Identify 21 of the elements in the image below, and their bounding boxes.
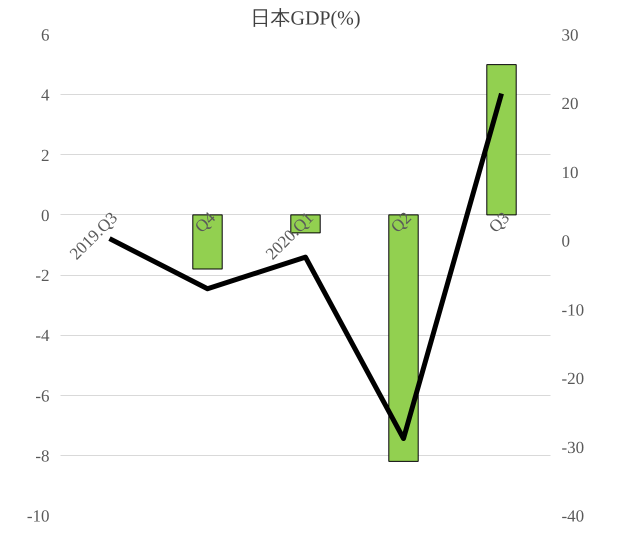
x-tick-label: Q2 — [386, 208, 416, 236]
y2-tick-label: 20 — [562, 94, 578, 114]
y-tick-label: -4 — [35, 326, 50, 346]
x-tick-label: Q4 — [190, 208, 220, 236]
y-tick-label: 0 — [41, 206, 50, 225]
y2-tick-label: 30 — [562, 26, 578, 44]
y2-tick-label: -30 — [562, 438, 584, 457]
y-tick-label: -2 — [35, 266, 50, 285]
y-tick-label: 4 — [41, 86, 50, 105]
y-tick-label: 2 — [41, 146, 50, 165]
y2-tick-label: -10 — [562, 300, 584, 320]
y-tick-label: 6 — [41, 26, 50, 44]
y2-tick-label: 0 — [562, 232, 570, 251]
y-tick-label: -8 — [35, 446, 50, 466]
x-tick-label: Q3 — [484, 208, 514, 236]
y2-tick-label: -20 — [562, 369, 584, 388]
y-tick-label: -10 — [26, 506, 50, 526]
y2-tick-label: 10 — [562, 162, 578, 182]
chart-title: 日本GDP(%) — [250, 8, 361, 30]
y-tick-label: -6 — [35, 386, 50, 406]
y2-tick-label: -40 — [562, 506, 584, 526]
